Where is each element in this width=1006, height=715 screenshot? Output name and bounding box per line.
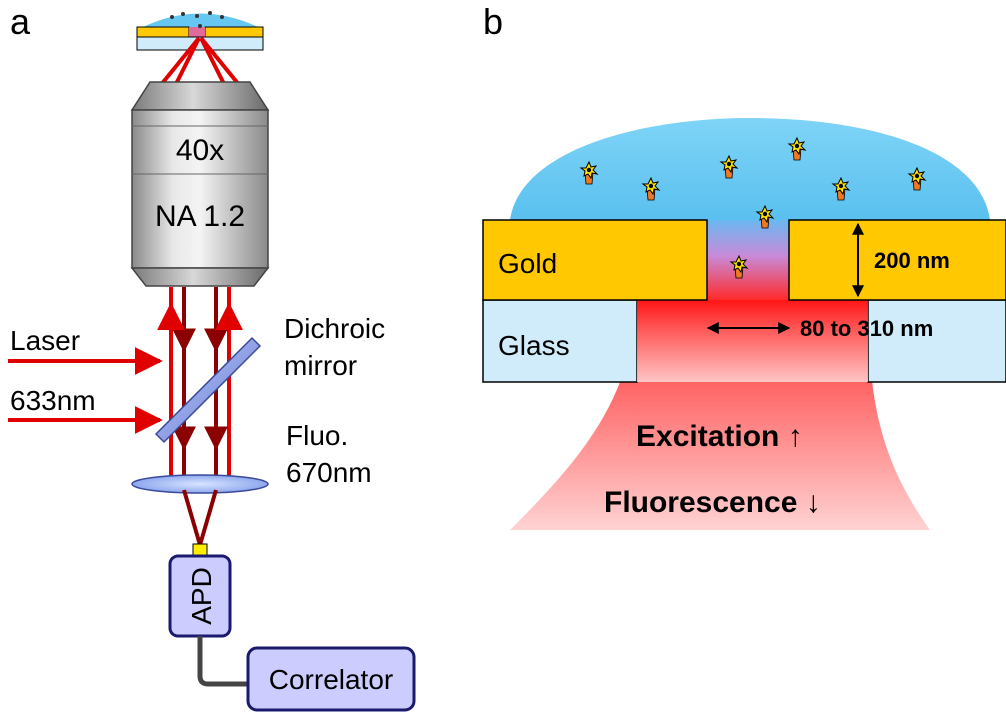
fluo-label-line1: Fluo. xyxy=(286,420,348,451)
glass-layer-left xyxy=(482,299,638,383)
dichroic-label-line1: Dichroic xyxy=(284,313,385,344)
objective-na: NA 1.2 xyxy=(155,200,245,233)
laser-beams xyxy=(8,347,163,434)
beam-lines xyxy=(157,287,243,478)
gold-film-left xyxy=(482,219,708,301)
dichroic-label-line2: mirror xyxy=(284,350,357,381)
apd-window xyxy=(192,543,208,557)
correlator-label: Correlator xyxy=(269,664,393,695)
fluorescence-label: Fluorescence ↓ xyxy=(604,486,821,519)
glass-layer-right xyxy=(867,299,1006,383)
dichroic-mirror xyxy=(154,336,262,444)
laser-label: Laser xyxy=(10,325,80,356)
droplet xyxy=(510,118,990,220)
gold-label: Gold xyxy=(498,248,557,279)
gold-film-right xyxy=(788,219,1006,301)
panel-b-label: b xyxy=(483,1,503,42)
glass-excited-region xyxy=(637,300,868,382)
correlator-box xyxy=(246,646,416,712)
objective-lens xyxy=(130,81,270,287)
apd-label: APD xyxy=(186,567,217,625)
detection-beam xyxy=(182,489,218,546)
sample-miniature xyxy=(136,11,264,51)
excitation-label: Excitation ↑ xyxy=(636,420,803,453)
focusing-lens xyxy=(131,474,269,494)
thickness-label: 200 nm xyxy=(874,248,950,273)
laser-wavelength: 633nm xyxy=(10,385,96,416)
apd-cable xyxy=(197,636,248,687)
glass-label: Glass xyxy=(498,330,570,361)
nanoaperture xyxy=(707,220,789,300)
focused-beam xyxy=(158,36,242,88)
fluo-label-line2: 670nm xyxy=(286,457,372,488)
objective-magnification: 40x xyxy=(176,134,224,167)
aperture-label: 80 to 310 nm xyxy=(800,316,933,341)
panel-a-label: a xyxy=(10,1,31,42)
